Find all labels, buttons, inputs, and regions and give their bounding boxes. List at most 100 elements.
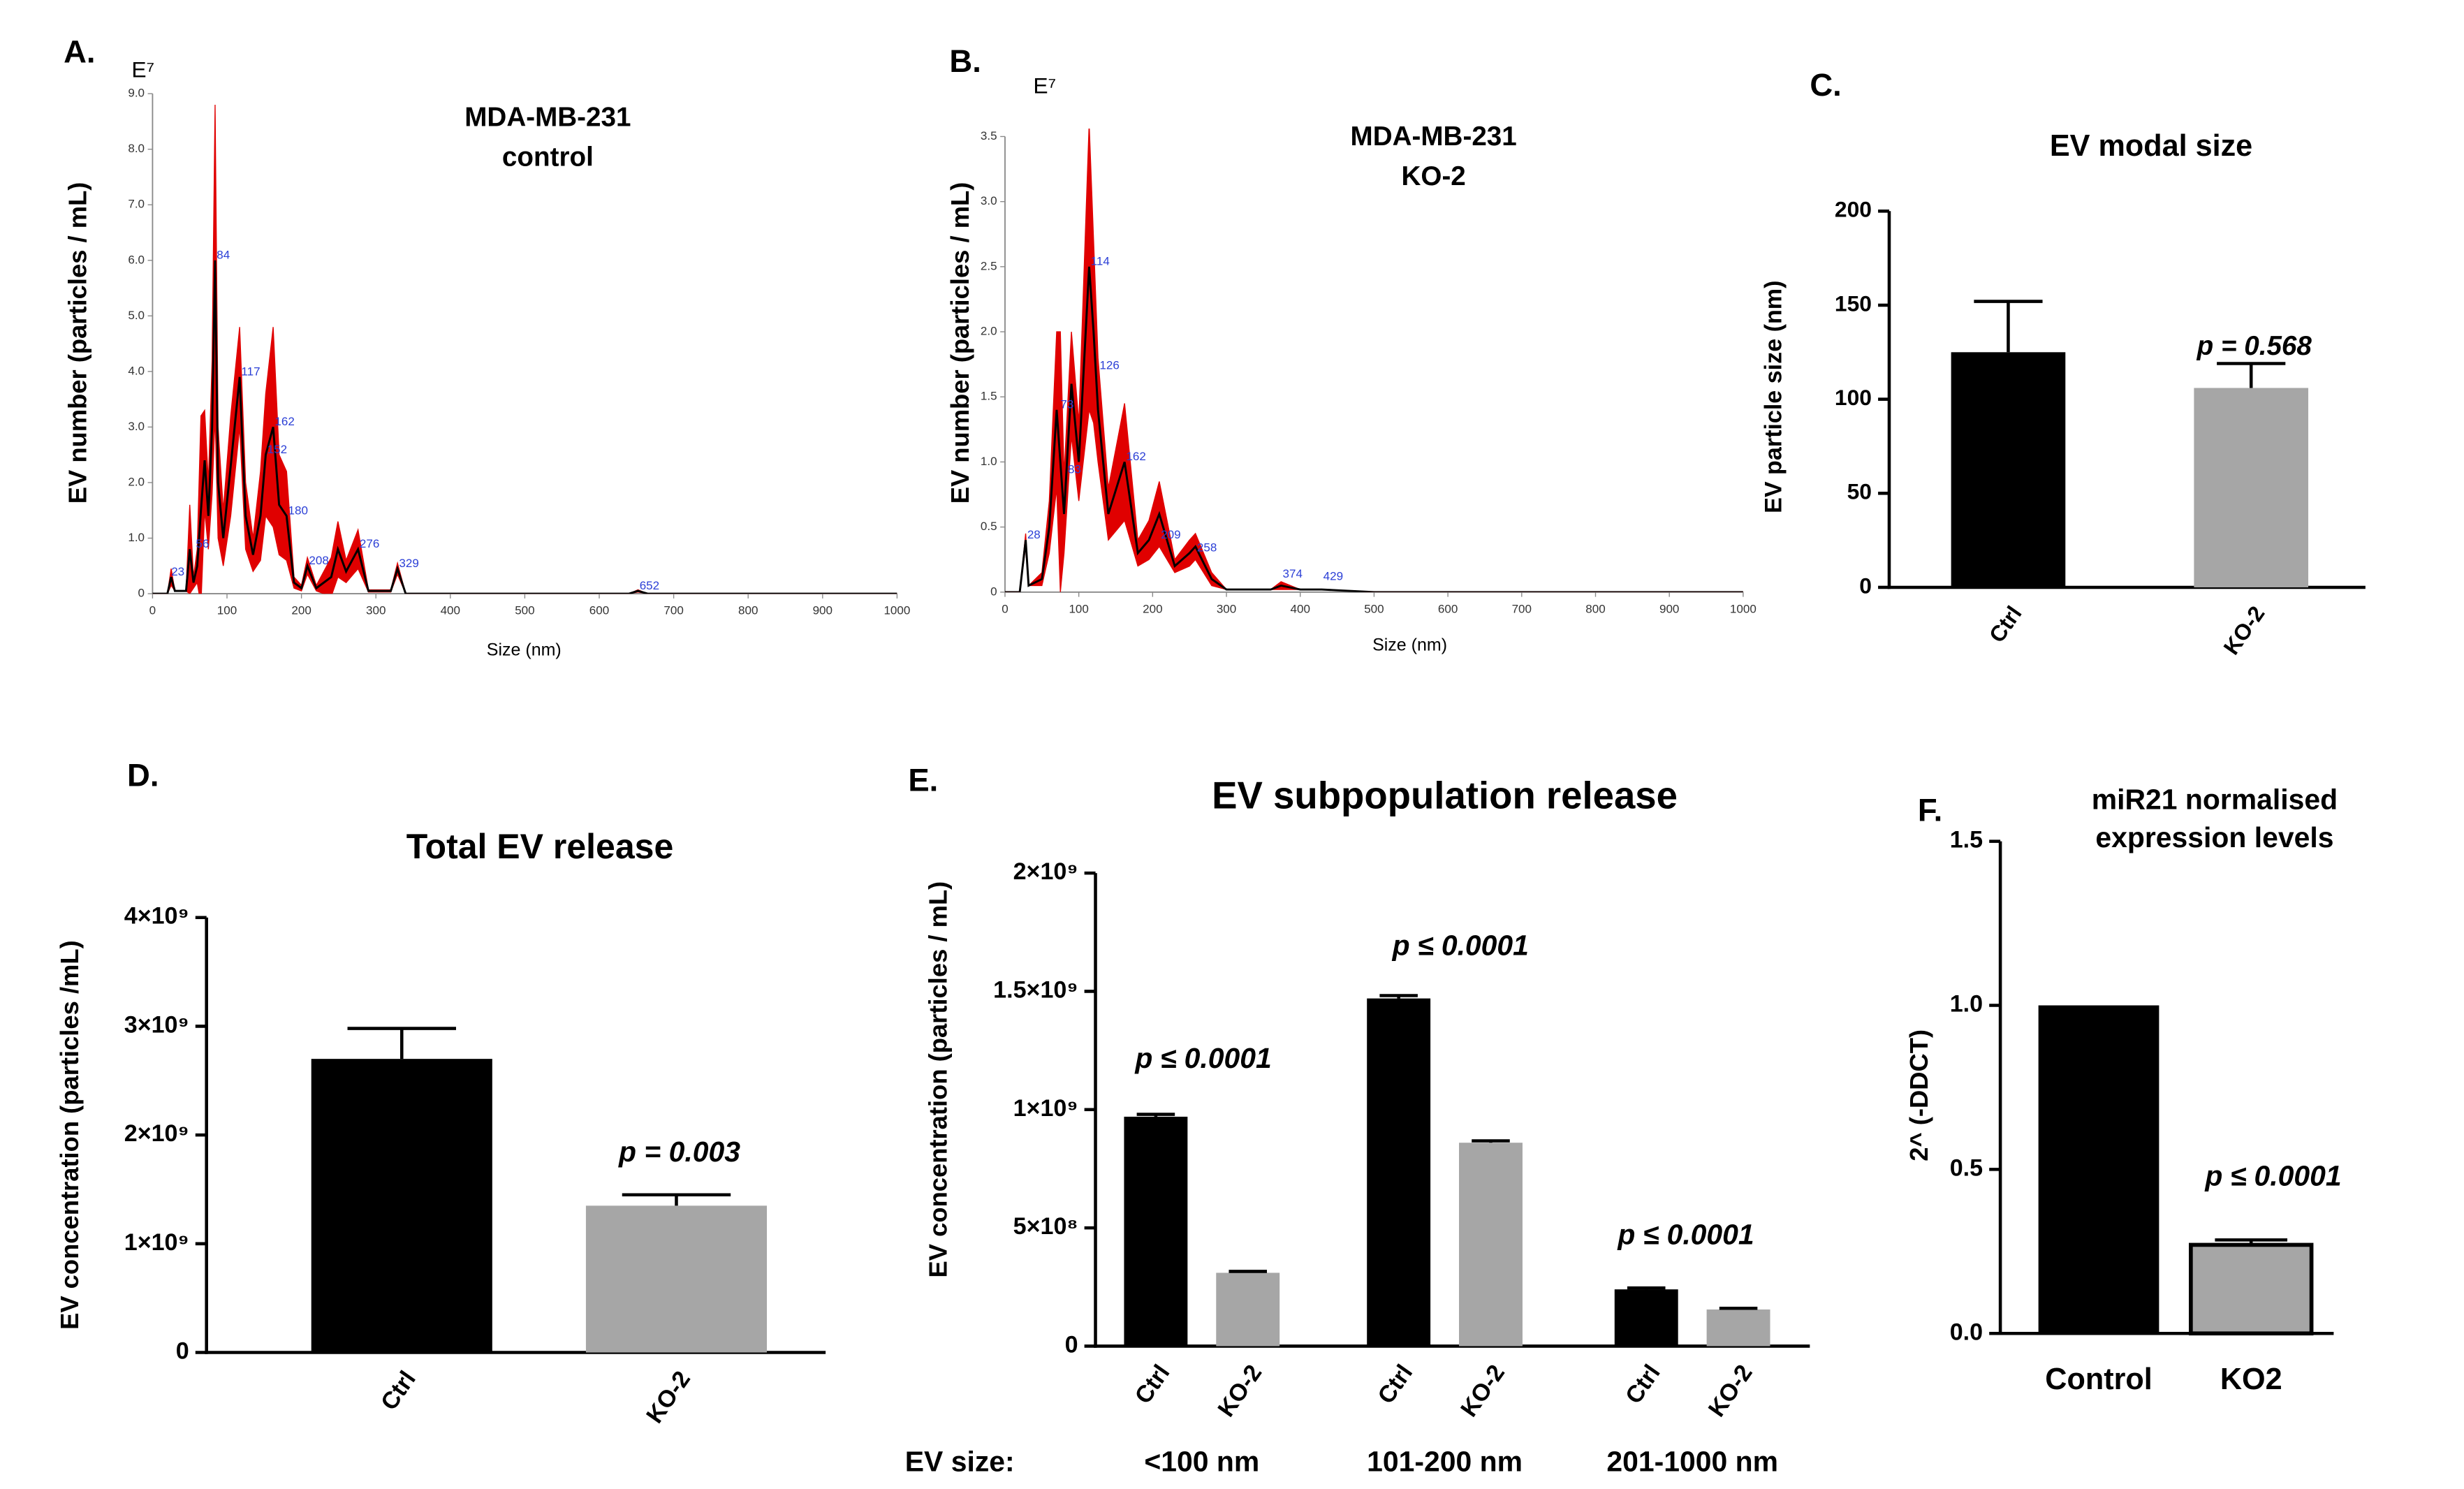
x-tick-label: 800 xyxy=(738,604,758,617)
x-tick-label: 300 xyxy=(366,604,386,617)
bar xyxy=(2194,388,2309,587)
y-axis-label: EV number (particles / mL) xyxy=(946,182,974,504)
y-tick-label: 1×10⁹ xyxy=(1013,1095,1078,1122)
y-unit: E⁷ xyxy=(131,57,154,82)
x-tick-label: KO2 xyxy=(2220,1363,2282,1396)
peak-label: 276 xyxy=(360,537,379,550)
y-tick-label: 1.0 xyxy=(128,531,145,544)
chart-title: KO-2 xyxy=(1402,161,1466,191)
chart-title: MDA-MB-231 xyxy=(464,103,631,133)
bar xyxy=(2189,1242,2314,1336)
chart-title: EV subpopulation release xyxy=(1212,775,1678,817)
y-axis-label: EV concentration (particles / mL) xyxy=(923,881,952,1278)
bar xyxy=(1951,352,2066,587)
x-tick-label: Ctrl xyxy=(376,1366,421,1415)
peak-label: 208 xyxy=(309,554,328,567)
peak-label: 180 xyxy=(288,504,308,517)
panel-label: C. xyxy=(1810,67,1841,103)
y-axis-label: EV particle size (nm) xyxy=(1760,281,1787,513)
y-tick-label: 0 xyxy=(176,1338,189,1365)
bar xyxy=(2038,1005,2159,1334)
mean-line xyxy=(152,260,897,594)
y-tick-label: 3.0 xyxy=(128,420,145,433)
y-tick-label: 2×10⁹ xyxy=(124,1120,189,1147)
y-tick-label: 2.0 xyxy=(128,475,145,488)
x-tick-label: 200 xyxy=(291,604,311,617)
bar xyxy=(311,1059,492,1353)
error-band xyxy=(1004,129,1743,592)
y-tick-label: 3×10⁹ xyxy=(124,1011,189,1038)
peak-label: 114 xyxy=(1091,255,1110,268)
x-tick-label: KO-2 xyxy=(641,1366,696,1428)
x-tick-label: 700 xyxy=(663,604,683,617)
x-tick-label: 500 xyxy=(1364,602,1384,615)
y-axis-label: 2^ (-DDCT) xyxy=(1905,1029,1933,1161)
y-tick-label: 4.0 xyxy=(128,364,145,377)
error-band xyxy=(152,105,897,594)
x-tick-label: 400 xyxy=(441,604,460,617)
peak-label: 209 xyxy=(1161,528,1180,541)
y-tick-label: 3.5 xyxy=(981,129,997,142)
p-value: p = 0.003 xyxy=(618,1136,740,1168)
y-tick-label: 9.0 xyxy=(128,87,145,100)
y-tick-label: 0 xyxy=(1859,573,1872,598)
x-axis-label: Size (nm) xyxy=(487,640,562,660)
bar xyxy=(1216,1272,1280,1347)
p-value: p ≤ 0.0001 xyxy=(1392,930,1529,962)
x-tick-label: 800 xyxy=(1585,602,1605,615)
y-axis-label: EV concentration (particles /mL) xyxy=(55,940,84,1330)
y-tick-label: 1.5×10⁹ xyxy=(993,976,1078,1003)
chart-title: MDA-MB-231 xyxy=(1351,122,1517,152)
y-tick-label: 2.5 xyxy=(981,259,997,272)
peak-label: 652 xyxy=(640,579,659,592)
x-tick-label: 500 xyxy=(515,604,534,617)
peak-label: 56 xyxy=(196,537,209,550)
bar xyxy=(1459,1143,1523,1347)
x-tick-label: KO-2 xyxy=(1703,1360,1758,1421)
x-tick-label: Ctrl xyxy=(1620,1360,1666,1409)
y-tick-label: 1.5 xyxy=(981,390,997,403)
y-tick-label: 4×10⁹ xyxy=(124,903,189,930)
y-tick-label: 0.5 xyxy=(981,520,997,533)
y-tick-label: 0 xyxy=(990,585,997,598)
peak-label: 429 xyxy=(1323,570,1343,583)
panel-label: D. xyxy=(127,758,159,793)
peak-label: 329 xyxy=(399,557,418,570)
y-tick-label: 1×10⁹ xyxy=(124,1229,189,1256)
x-tick-label: 900 xyxy=(813,604,833,617)
peak-label: 152 xyxy=(267,443,287,456)
group-label: 201-1000 nm xyxy=(1606,1445,1778,1477)
y-tick-label: 200 xyxy=(1835,197,1872,222)
group-axis-label: EV size: xyxy=(905,1445,1015,1477)
group-label: 101-200 nm xyxy=(1367,1445,1523,1477)
chart-title: Total EV release xyxy=(406,827,674,866)
peak-label: 83 xyxy=(1068,463,1081,476)
y-tick-label: 3.0 xyxy=(981,194,997,207)
chart-title: expression levels xyxy=(2095,821,2333,853)
panel-label: A. xyxy=(64,34,95,69)
x-tick-label: KO-2 xyxy=(2218,601,2269,659)
y-tick-label: 6.0 xyxy=(128,253,145,266)
peak-label: 73 xyxy=(1060,398,1073,411)
bar xyxy=(1614,1289,1678,1347)
x-tick-label: 1000 xyxy=(1730,602,1757,615)
x-tick-label: Ctrl xyxy=(1372,1360,1418,1409)
y-tick-label: 5.0 xyxy=(128,309,145,322)
x-tick-label: Ctrl xyxy=(1984,601,2027,647)
y-tick-label: 0.0 xyxy=(1950,1319,1983,1345)
peak-label: 162 xyxy=(274,415,294,428)
y-tick-label: 1.0 xyxy=(981,455,997,468)
peak-label: 162 xyxy=(1126,450,1145,463)
chart-title: control xyxy=(502,142,594,172)
y-tick-label: 0.5 xyxy=(1950,1154,1983,1181)
x-axis-label: Size (nm) xyxy=(1372,636,1447,655)
p-value: p = 0.568 xyxy=(2197,331,2312,361)
panel-label: B. xyxy=(949,43,981,79)
x-tick-label: Control xyxy=(2045,1363,2152,1396)
panel-label: F. xyxy=(1918,793,1942,828)
panel-label: E. xyxy=(908,763,938,798)
bar xyxy=(1367,998,1431,1347)
peak-label: 374 xyxy=(1283,567,1303,580)
